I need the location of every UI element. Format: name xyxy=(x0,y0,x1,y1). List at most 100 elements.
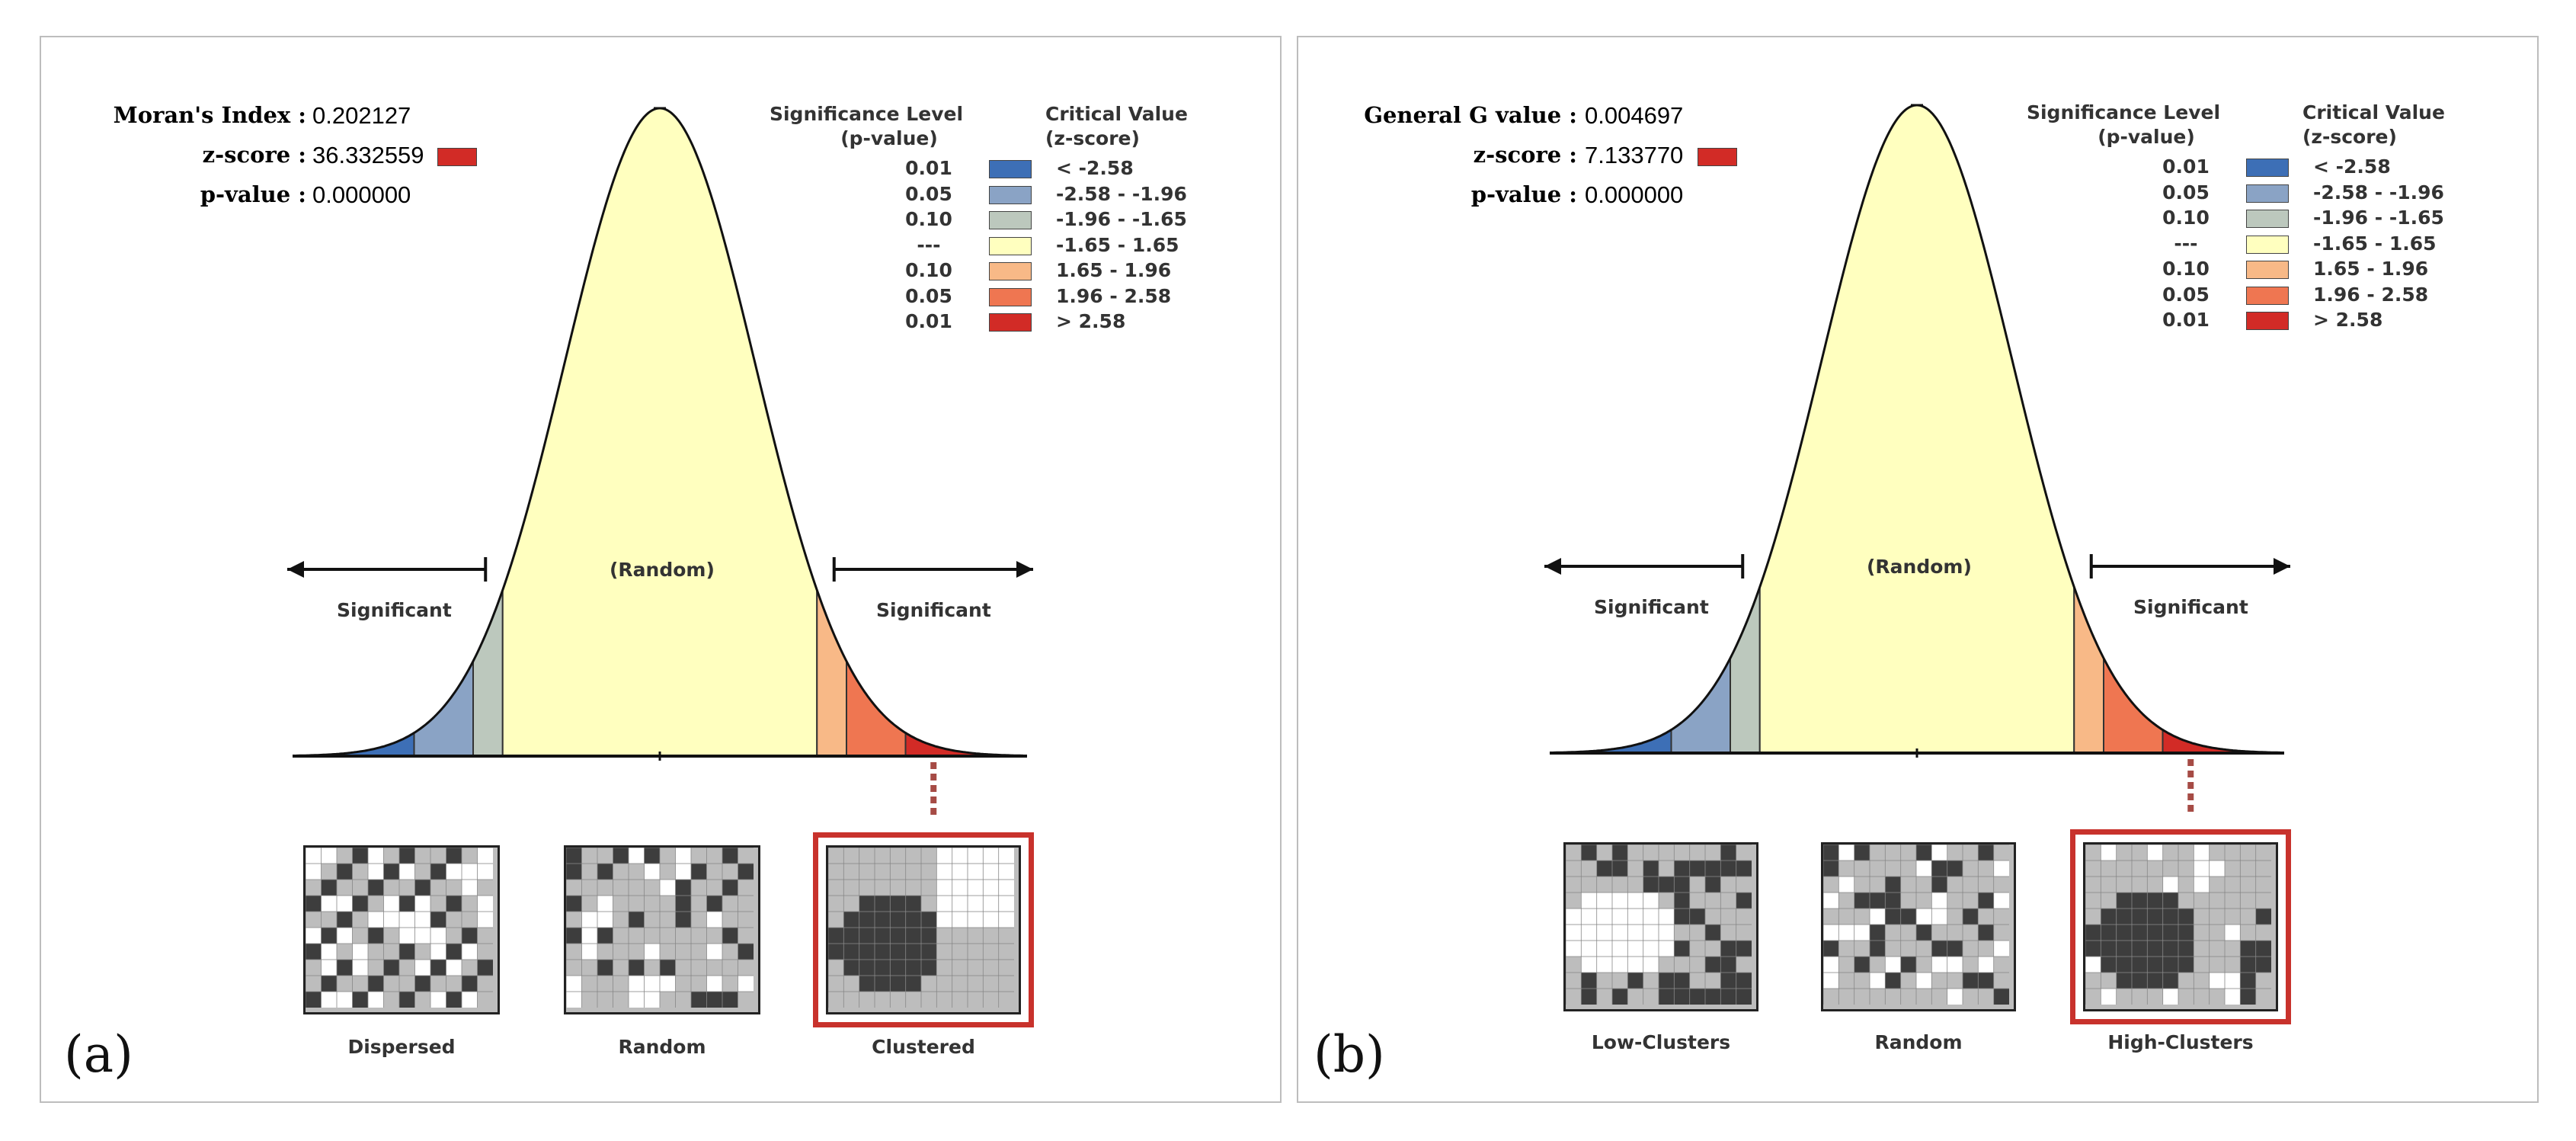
map-cell xyxy=(2085,908,2102,925)
map-cell xyxy=(2239,845,2257,861)
map-cell xyxy=(1900,956,1917,973)
map-cell xyxy=(613,895,629,912)
map-cell xyxy=(690,991,708,1008)
map-cell xyxy=(998,959,1014,976)
map-cell xyxy=(1627,972,1644,989)
map-cell xyxy=(843,975,860,992)
map-cell xyxy=(321,991,338,1008)
map-cell xyxy=(920,879,938,896)
map-cell xyxy=(414,975,431,992)
map-cell xyxy=(2255,876,2271,893)
map-cell xyxy=(675,975,692,992)
map-cell xyxy=(336,975,354,992)
map-cell xyxy=(1580,845,1598,861)
map-cell xyxy=(1977,845,1995,861)
map-cell xyxy=(1915,924,1933,941)
map-cell xyxy=(1962,924,1979,941)
map-cell xyxy=(952,911,968,928)
map-cell xyxy=(2209,988,2226,1005)
map-cell xyxy=(1643,972,1659,989)
map-cell xyxy=(1596,876,1613,893)
map-cell xyxy=(1977,876,1995,893)
map-cell xyxy=(2209,924,2226,941)
map-cell xyxy=(461,975,478,992)
map-cell xyxy=(967,927,984,944)
map-cell xyxy=(828,927,845,944)
map-cell xyxy=(843,911,860,928)
map-cell xyxy=(1993,988,2009,1005)
legend-pvalue: 0.10 xyxy=(905,208,952,230)
map-cell xyxy=(1869,860,1886,877)
map-cell xyxy=(352,927,369,944)
map-cell xyxy=(2116,860,2133,877)
legend-row: 0.05 1.96 - 2.58 xyxy=(2144,284,2494,309)
legend-header-line: (p-value) xyxy=(840,127,938,149)
map-cell xyxy=(1977,956,1995,973)
map-cell xyxy=(889,895,907,912)
map-cell xyxy=(2146,892,2164,909)
map-cell xyxy=(1580,876,1598,893)
map-cell xyxy=(1915,956,1933,973)
map-cell xyxy=(1931,876,1948,893)
map-cell xyxy=(2239,972,2257,989)
map-cell xyxy=(367,927,385,944)
map-cell xyxy=(2146,924,2164,941)
map-cell xyxy=(321,975,338,992)
map-cell xyxy=(690,879,708,896)
map-cell xyxy=(1627,892,1644,909)
map-cell xyxy=(2162,956,2179,973)
map-cell xyxy=(1884,876,1902,893)
map-cell xyxy=(414,879,431,896)
legend-zscore: -2.58 - -1.96 xyxy=(2313,181,2444,204)
map-cell xyxy=(336,927,354,944)
map-cell xyxy=(2131,940,2149,957)
map-cell xyxy=(2193,940,2210,957)
map-cell xyxy=(1720,860,1737,877)
map-cell xyxy=(1915,908,1933,925)
map-cell xyxy=(628,863,645,880)
map-cell xyxy=(367,863,385,880)
map-cell xyxy=(1947,988,1963,1005)
map-cell xyxy=(936,863,953,880)
map-cell xyxy=(967,895,984,912)
map-cell xyxy=(998,879,1014,896)
map-cell xyxy=(706,911,723,928)
map-cell xyxy=(1611,972,1629,989)
map-cell xyxy=(1962,845,1979,861)
map-cell xyxy=(336,895,354,912)
map-cell xyxy=(967,863,984,880)
map-cell xyxy=(2100,845,2117,861)
legend-pvalue: 0.01 xyxy=(905,310,952,332)
map-cell xyxy=(1931,892,1948,909)
map-cell xyxy=(613,927,629,944)
map-cell xyxy=(967,848,984,864)
map-cell xyxy=(1900,892,1917,909)
map-cell xyxy=(952,975,968,992)
map-cell xyxy=(1947,845,1963,861)
map-cell xyxy=(321,879,338,896)
map-cell xyxy=(1704,988,1722,1005)
map-cell xyxy=(336,848,354,864)
map-cell xyxy=(306,911,322,928)
legend-row: 0.01 > 2.58 xyxy=(2144,309,2494,335)
map-cell xyxy=(2239,956,2257,973)
legend-zscore: -1.65 - 1.65 xyxy=(2313,232,2437,255)
map-cell xyxy=(675,879,692,896)
map-cell xyxy=(321,943,338,960)
map-cell xyxy=(920,975,938,992)
map-cell xyxy=(1900,988,1917,1005)
map-cell xyxy=(1596,892,1613,909)
map-cell xyxy=(644,848,661,864)
map-cell xyxy=(2131,956,2149,973)
map-cell xyxy=(336,991,354,1008)
map-cell xyxy=(321,895,338,912)
map-cell xyxy=(1596,940,1613,957)
map-cell xyxy=(613,943,629,960)
stat-label: p-value : xyxy=(200,181,306,207)
map-cell xyxy=(1736,908,1752,925)
map-cell xyxy=(889,975,907,992)
significant-left-arrow xyxy=(1544,554,1745,579)
map-cell xyxy=(659,879,677,896)
map-cell xyxy=(952,879,968,896)
map-cell xyxy=(2131,972,2149,989)
